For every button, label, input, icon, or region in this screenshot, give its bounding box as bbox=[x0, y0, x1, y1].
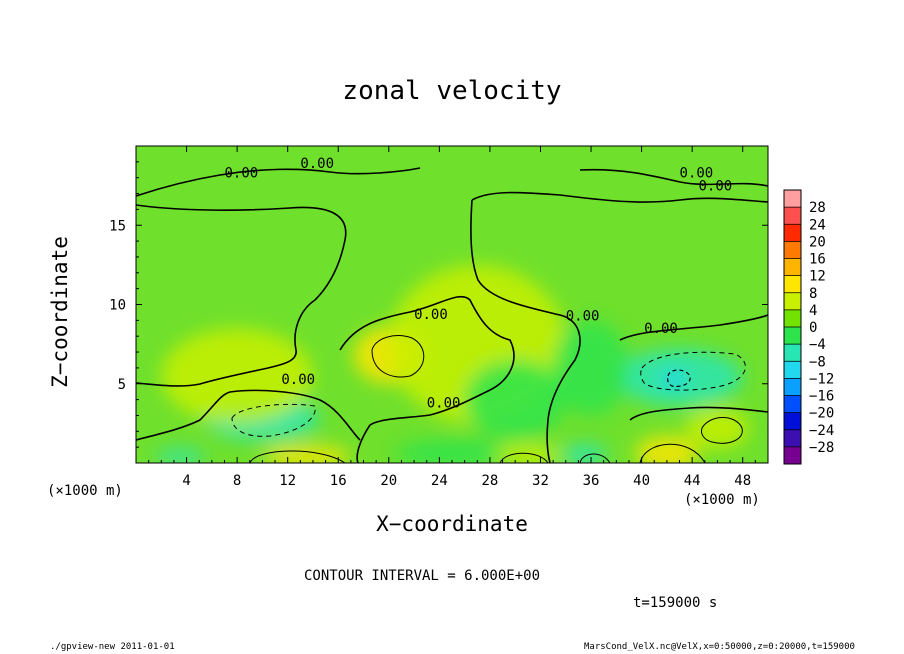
colorbar-segment-2 bbox=[784, 224, 801, 242]
colorbar-segment-8 bbox=[784, 327, 801, 345]
y-axis-label: Z−coordinate bbox=[48, 236, 72, 388]
x-unit-left: (×1000 m) bbox=[47, 483, 123, 499]
contour-label-8: 0.00 bbox=[427, 396, 461, 412]
y-tick-label-1: 10 bbox=[109, 298, 126, 314]
contour-label-4: 0.00 bbox=[414, 307, 448, 323]
x-tick-label-4: 20 bbox=[380, 473, 397, 489]
colorbar-label-6: 4 bbox=[809, 303, 817, 319]
x-tick-label-5: 24 bbox=[431, 473, 448, 489]
y-tick-label-2: 15 bbox=[109, 218, 126, 234]
x-tick-label-1: 8 bbox=[233, 473, 241, 489]
colorbar-label-9: −8 bbox=[809, 354, 826, 370]
colorbar-segment-12 bbox=[784, 395, 801, 414]
colorbar-segment-3 bbox=[784, 241, 801, 259]
field-blob-6 bbox=[262, 445, 351, 463]
colorbar-label-11: −16 bbox=[809, 389, 834, 405]
x-tick-label-8: 36 bbox=[583, 473, 600, 489]
x-tick-label-0: 4 bbox=[182, 473, 190, 489]
contour-lines bbox=[136, 167, 768, 463]
colorbar-label-1: 24 bbox=[809, 217, 826, 233]
colorbar-segment-4 bbox=[784, 258, 801, 277]
contour-label-0: 0.00 bbox=[224, 166, 258, 182]
contour-label-3: 0.00 bbox=[698, 178, 732, 194]
field-blob-4 bbox=[685, 407, 750, 449]
colorbar-label-12: −20 bbox=[809, 406, 834, 422]
colorbar-segment-15 bbox=[784, 446, 801, 465]
field-layer bbox=[154, 264, 750, 463]
colorbar-segment-10 bbox=[784, 361, 801, 379]
field-blob-11 bbox=[161, 328, 313, 424]
time-label: t=159000 s bbox=[633, 595, 718, 611]
contour-label-5: 0.00 bbox=[566, 308, 600, 324]
colorbar-label-13: −24 bbox=[809, 423, 834, 439]
contour-interval-text: CONTOUR INTERVAL = 6.000E+00 bbox=[304, 568, 541, 584]
x-tick-label-2: 12 bbox=[279, 473, 296, 489]
colorbar-segment-5 bbox=[784, 275, 801, 294]
colorbar-label-0: 28 bbox=[809, 200, 826, 216]
field-blob-5 bbox=[635, 436, 699, 463]
y-tick-label-0: 5 bbox=[118, 377, 126, 393]
contour-negative-core bbox=[667, 369, 691, 388]
field-blob-13 bbox=[464, 359, 566, 440]
footer-right: MarsCond_VelX.nc@VelX,x=0:50000,z=0:2000… bbox=[584, 642, 855, 652]
contour-labels: 0.000.000.000.000.00 0.000.000.000.00 bbox=[224, 156, 732, 412]
contour-zero-top-right bbox=[579, 168, 768, 187]
colorbar-segment-7 bbox=[784, 309, 801, 328]
x-tick-label-6: 28 bbox=[481, 473, 498, 489]
colorbar-label-3: 16 bbox=[809, 252, 826, 268]
field-blob-10 bbox=[154, 448, 206, 463]
contour-positive-bottom-right bbox=[701, 417, 743, 444]
colorbar-segment-0 bbox=[784, 190, 801, 208]
x-ticks: 4 8 12 16 20 24 28 32 36 40 44 48 bbox=[148, 146, 756, 489]
contour-label-2: 0.00 bbox=[680, 166, 714, 182]
contour-zero-upper-left bbox=[136, 204, 347, 387]
contour-label-7: 0.00 bbox=[281, 372, 315, 388]
contour-positive-center bbox=[371, 335, 425, 378]
field-blob-7 bbox=[561, 443, 608, 463]
x-tick-label-9: 40 bbox=[633, 473, 650, 489]
contour-zero-right-lobe bbox=[619, 314, 768, 341]
colorbar-label-2: 20 bbox=[809, 234, 826, 250]
colorbar-label-4: 12 bbox=[809, 269, 826, 285]
x-tick-label-10: 44 bbox=[684, 473, 701, 489]
contour-zero-lower-left bbox=[136, 389, 361, 441]
contour-label-1: 0.00 bbox=[300, 156, 334, 172]
colorbar-label-7: 0 bbox=[809, 320, 817, 336]
x-tick-label-3: 16 bbox=[330, 473, 347, 489]
x-tick-label-11: 48 bbox=[734, 473, 751, 489]
contour-zero-top bbox=[136, 167, 421, 197]
colorbar-segment-9 bbox=[784, 344, 801, 362]
field-blob-3 bbox=[659, 369, 688, 389]
contour-zero-mid bbox=[470, 199, 581, 463]
y-ticks: 5 10 15 bbox=[109, 161, 768, 448]
x-tick-label-7: 32 bbox=[532, 473, 549, 489]
contour-label-6: 0.00 bbox=[644, 321, 678, 337]
x-axis-label: X−coordinate bbox=[376, 512, 528, 536]
chart-title: zonal velocity bbox=[342, 76, 562, 106]
colorbar-segment-11 bbox=[784, 378, 801, 396]
colorbar-segment-6 bbox=[784, 292, 801, 311]
footer-left: ./gpview-new 2011-01-01 bbox=[50, 642, 175, 652]
x-unit-right: (×1000 m) bbox=[684, 492, 760, 508]
colorbar-segment-1 bbox=[784, 207, 801, 225]
colorbar-label-14: −28 bbox=[809, 440, 834, 456]
field-blob-8 bbox=[395, 439, 509, 463]
plot-area: 0.000.000.000.000.00 0.000.000.000.00 bbox=[136, 146, 768, 463]
colorbar-label-8: −4 bbox=[809, 337, 826, 353]
contour-bottom-blobs bbox=[249, 443, 706, 463]
contour-zero-center-lobe bbox=[339, 295, 515, 463]
colorbar-segment-14 bbox=[784, 429, 801, 448]
contour-zero-bottom-right bbox=[629, 406, 768, 421]
colorbar-label-10: −12 bbox=[809, 371, 834, 387]
field-blob-14 bbox=[553, 320, 629, 416]
contour-negative-left bbox=[231, 403, 316, 437]
colorbar-segment-13 bbox=[784, 412, 801, 431]
colorbar-label-5: 8 bbox=[809, 286, 817, 302]
contour-negative-right bbox=[640, 351, 746, 391]
contour-zero-center bbox=[471, 191, 768, 203]
